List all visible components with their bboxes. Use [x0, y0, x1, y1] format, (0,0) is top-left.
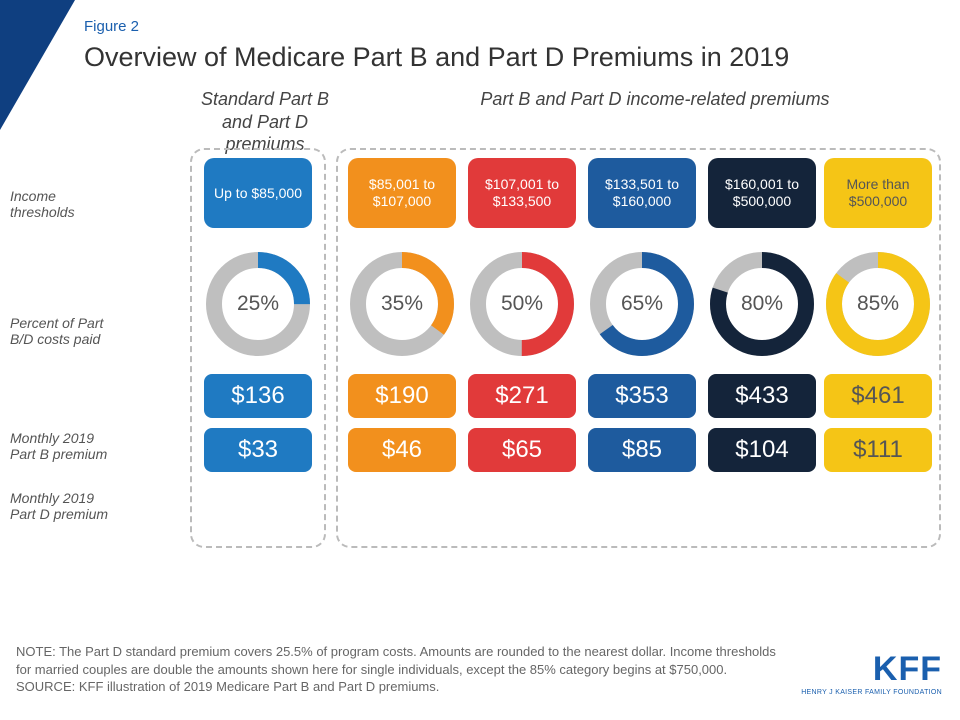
tier-col-5: More than $500,000 85% $461 $111 — [824, 148, 932, 472]
section-header-income: Part B and Part D income-related premium… — [405, 88, 905, 111]
partd-amount: $111 — [824, 428, 932, 472]
tier-col-0: Up to $85,000 25% $136 $33 — [200, 148, 316, 472]
logo-text: KFF — [801, 650, 942, 689]
donut-chart: 85% — [824, 250, 932, 358]
row-label-partb: Monthly 2019 Part B premium — [10, 430, 110, 462]
partd-amount: $33 — [204, 428, 312, 472]
partb-amount: $271 — [468, 374, 576, 418]
tier-col-1: $85,001 to $107,000 35% $190 $46 — [344, 148, 460, 472]
threshold-box: $160,001 to $500,000 — [708, 158, 816, 228]
tier-col-3: $133,501 to $160,000 65% $353 $85 — [584, 148, 700, 472]
threshold-box: More than $500,000 — [824, 158, 932, 228]
donut-chart: 80% — [708, 250, 816, 358]
tier-col-2: $107,001 to $133,500 50% $271 $65 — [464, 148, 580, 472]
partd-amount: $85 — [588, 428, 696, 472]
kff-logo: KFF HENRY J KAISER FAMILY FOUNDATION — [801, 650, 942, 696]
footnote-source: SOURCE: KFF illustration of 2019 Medicar… — [16, 678, 776, 696]
partb-amount: $461 — [824, 374, 932, 418]
donut-chart: 65% — [588, 250, 696, 358]
tier-col-4: $160,001 to $500,000 80% $433 $104 — [704, 148, 820, 472]
donut-value: 65% — [588, 250, 696, 358]
row-label-thresholds: Income thresholds — [10, 188, 110, 220]
logo-subtext: HENRY J KAISER FAMILY FOUNDATION — [801, 689, 942, 696]
donut-value: 35% — [348, 250, 456, 358]
partb-amount: $433 — [708, 374, 816, 418]
footnotes: NOTE: The Part D standard premium covers… — [16, 643, 776, 696]
partd-amount: $46 — [348, 428, 456, 472]
donut-value: 50% — [468, 250, 576, 358]
donut-chart: 50% — [468, 250, 576, 358]
footnote-note: NOTE: The Part D standard premium covers… — [16, 643, 776, 678]
partb-amount: $353 — [588, 374, 696, 418]
corner-triangle — [0, 0, 75, 130]
threshold-box: $107,001 to $133,500 — [468, 158, 576, 228]
partd-amount: $65 — [468, 428, 576, 472]
donut-value: 80% — [708, 250, 816, 358]
donut-value: 85% — [824, 250, 932, 358]
figure-label: Figure 2 — [84, 18, 139, 35]
row-label-percent: Percent of Part B/D costs paid — [10, 315, 110, 347]
threshold-box: Up to $85,000 — [204, 158, 312, 228]
partd-amount: $104 — [708, 428, 816, 472]
threshold-box: $133,501 to $160,000 — [588, 158, 696, 228]
threshold-box: $85,001 to $107,000 — [348, 158, 456, 228]
donut-chart: 25% — [204, 250, 312, 358]
partb-amount: $190 — [348, 374, 456, 418]
row-label-partd: Monthly 2019 Part D premium — [10, 490, 110, 522]
partb-amount: $136 — [204, 374, 312, 418]
donut-chart: 35% — [348, 250, 456, 358]
section-header-standard: Standard Part B and Part D premiums — [195, 88, 335, 156]
page-title: Overview of Medicare Part B and Part D P… — [84, 42, 789, 73]
donut-value: 25% — [204, 250, 312, 358]
